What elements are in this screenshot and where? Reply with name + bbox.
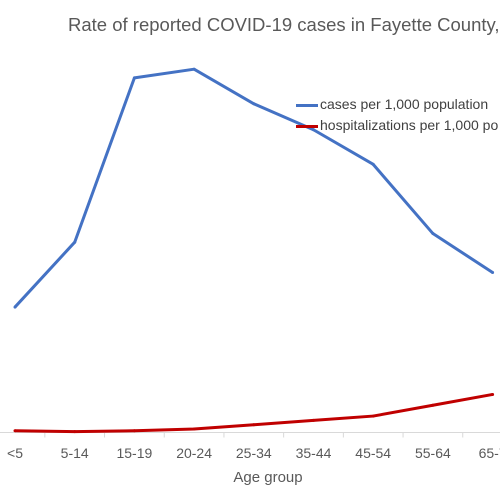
data-point-0 [132, 76, 136, 80]
x-axis-label: Age group [233, 469, 303, 486]
legend-entry-hospitalizations: hospitalizations per 1,000 po [296, 117, 498, 133]
data-point-1 [73, 430, 77, 434]
data-point-0 [73, 240, 77, 244]
data-point-1 [371, 414, 375, 418]
x-tick-label: 25-34 [236, 445, 272, 461]
x-tick-label: 55-64 [415, 445, 451, 461]
data-point-1 [491, 392, 495, 396]
data-point-1 [192, 427, 196, 431]
legend-swatch-cases [296, 103, 318, 107]
series-layer [13, 67, 495, 434]
x-tick-label: 45-54 [355, 445, 391, 461]
data-point-1 [312, 418, 315, 422]
data-point-1 [252, 423, 256, 427]
legend-label-hospitalizations: hospitalizations per 1,000 po [320, 117, 499, 133]
data-point-0 [252, 102, 256, 106]
data-point-0 [491, 270, 495, 274]
data-point-0 [192, 67, 196, 71]
data-point-1 [132, 429, 136, 433]
x-tick-label: 20-24 [176, 445, 212, 461]
x-tick-label: 65-7 [479, 445, 500, 461]
x-tick-label: <5 [7, 445, 23, 461]
data-point-1 [13, 429, 17, 433]
x-tick-marks [44, 432, 464, 438]
x-tick-labels: <5 5-14 15-19 20-24 25-34 35-44 45-54 55-64 65-7 [7, 445, 500, 461]
legend-entry-cases: cases per 1,000 population [296, 96, 488, 112]
legend-label-cases: cases per 1,000 population [320, 96, 489, 112]
x-tick-label: 35-44 [296, 445, 332, 461]
data-point-0 [431, 232, 435, 236]
data-point-0 [13, 305, 17, 309]
legend-swatch-hospitalizations [296, 124, 318, 128]
chart-title: Rate of reported COVID-19 cases in Fayet… [68, 14, 500, 35]
x-tick-label: 5-14 [61, 445, 89, 461]
data-point-1 [431, 403, 435, 407]
x-tick-label: 15-19 [116, 445, 152, 461]
data-point-0 [371, 162, 375, 166]
data-point-0 [312, 128, 315, 132]
